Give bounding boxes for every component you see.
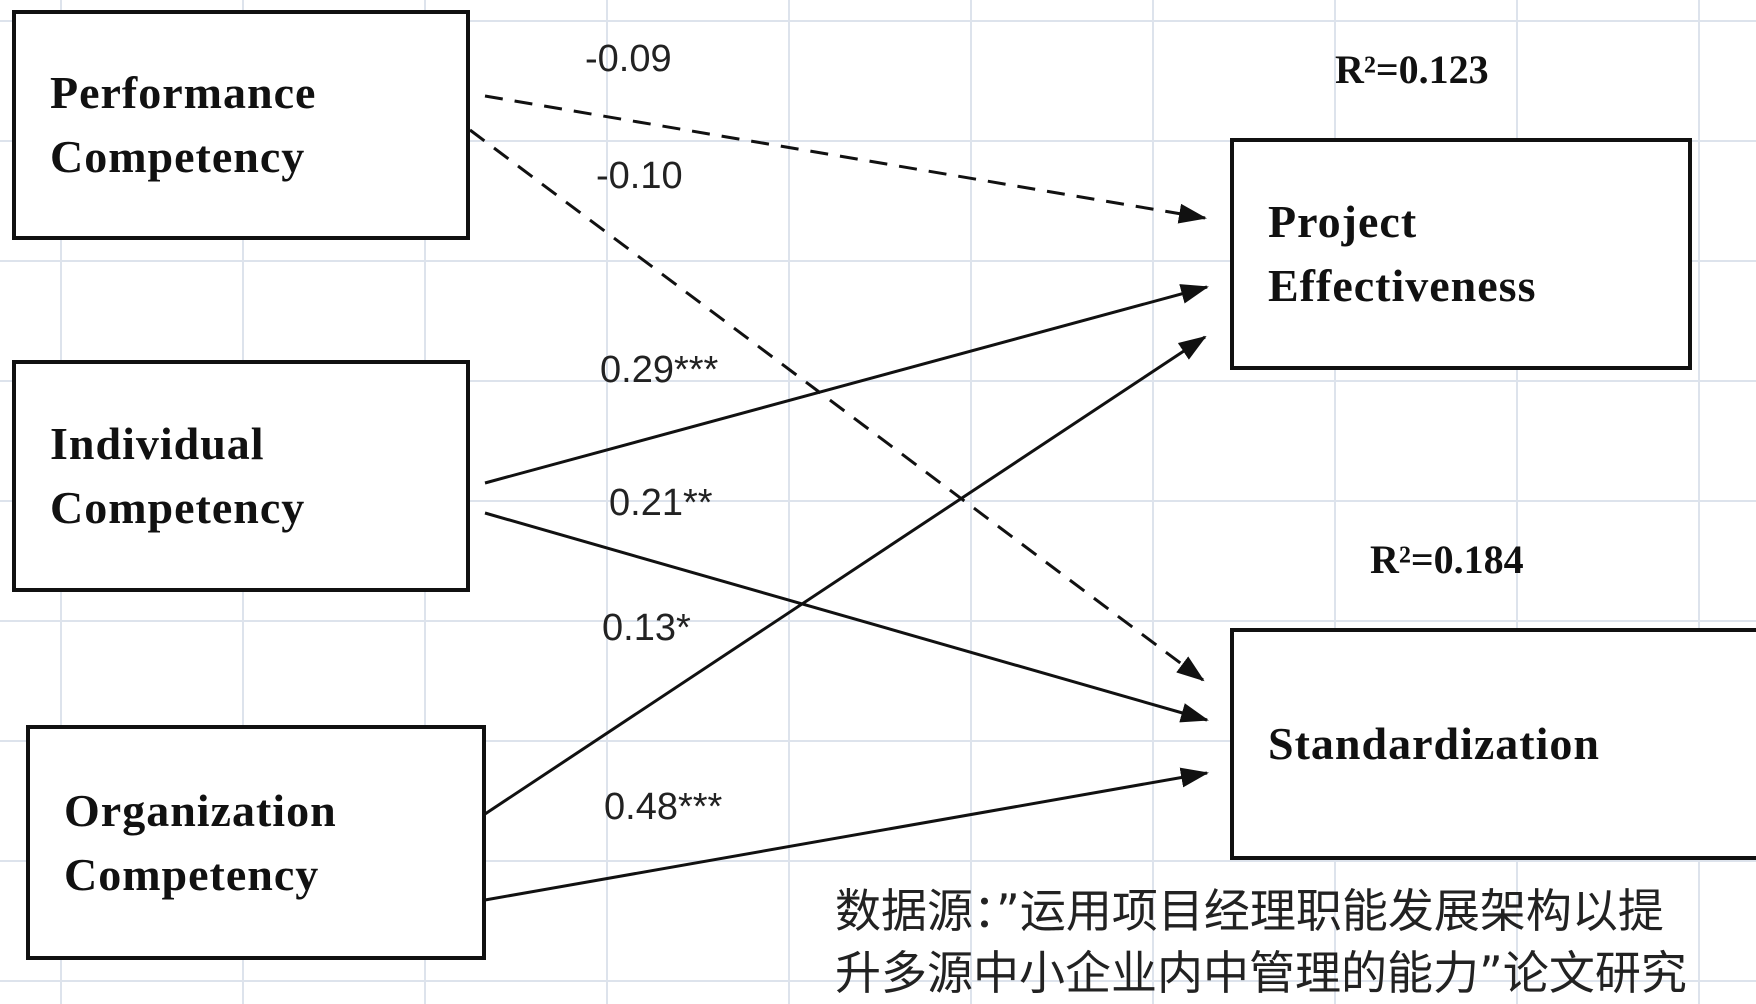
coefficient-label: 0.21**: [609, 482, 713, 524]
node-label: Competency: [64, 848, 320, 900]
path-individual-to-project-effectiveness: [484, 284, 1209, 485]
node-label: Organization: [64, 784, 337, 836]
node-label: Competency: [50, 482, 306, 533]
path-organization-to-project-effectiveness: [484, 335, 1207, 816]
node-label: Standardization: [1268, 718, 1600, 769]
path-organization-to-standardization: [484, 767, 1209, 902]
path-arrows-layer: [469, 94, 1209, 902]
coefficient-label: 0.13*: [602, 607, 691, 649]
path-performance-to-project-effectiveness: [484, 94, 1207, 224]
node-label: Effectiveness: [1268, 260, 1537, 311]
source-caption: 数据源：”运用项目经理职能发展架构以提 升多源中小企业内中管理的能力”论文研究: [835, 884, 1687, 1000]
node-label: Individual: [50, 418, 265, 469]
node-label: Competency: [50, 131, 306, 182]
node-organization-competency: Organization Competency: [26, 725, 486, 960]
node-standardization: Standardization: [1230, 628, 1756, 860]
node-label: Project: [1268, 196, 1418, 247]
node-project-effectiveness: Project Effectiveness: [1230, 138, 1692, 370]
node-individual-competency: Individual Competency: [12, 360, 470, 592]
coefficient-label: -0.10: [596, 155, 683, 197]
r-squared-standardization: R²=0.184: [1370, 537, 1524, 582]
path-performance-to-standardization: [469, 128, 1205, 682]
r-squared-project-effectiveness: R²=0.123: [1335, 47, 1489, 92]
coefficient-label: 0.48***: [604, 786, 723, 828]
coefficient-label: -0.09: [585, 38, 672, 80]
node-performance-competency: Performance Competency: [12, 10, 470, 240]
path-individual-to-standardization: [484, 511, 1209, 723]
node-label: Performance: [50, 67, 317, 118]
coefficient-label: 0.29***: [600, 349, 719, 391]
